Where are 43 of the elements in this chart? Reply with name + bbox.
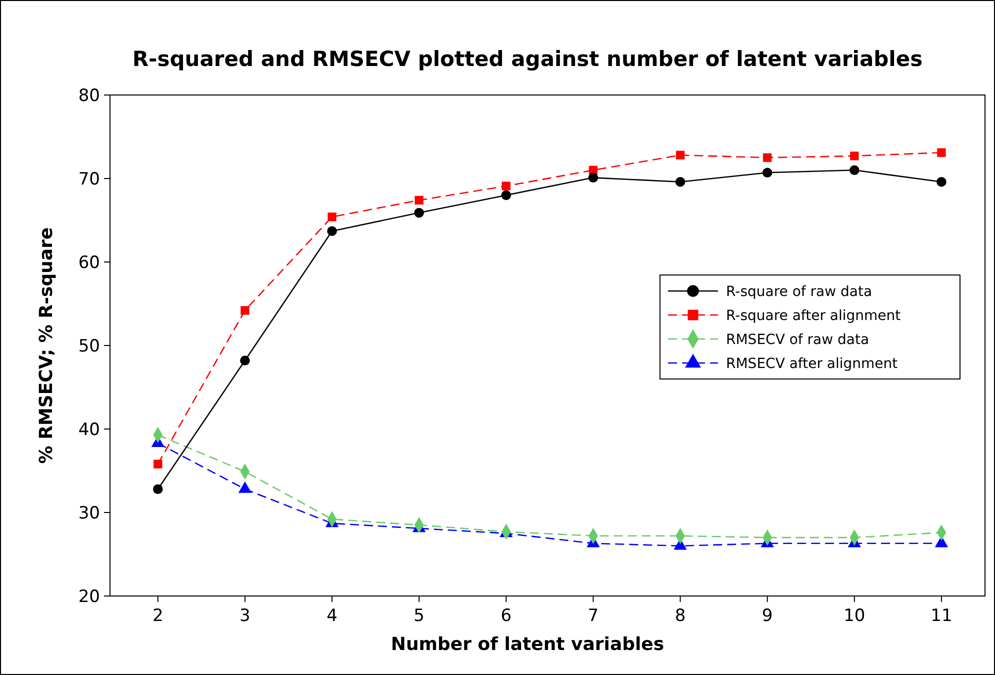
point — [240, 356, 250, 366]
point — [414, 196, 424, 205]
x-tick-label: 6 — [500, 606, 512, 626]
point — [588, 172, 598, 183]
point — [240, 306, 250, 315]
x-axis-title: Number of latent variables — [390, 634, 664, 655]
chart-title: R-squared and RMSECV plotted against number of latent variables — [132, 47, 923, 71]
legend-label: R-square of raw data — [726, 284, 872, 300]
point — [675, 176, 686, 187]
point — [154, 460, 162, 468]
point — [327, 226, 337, 236]
x-tick-label: 5 — [414, 606, 424, 626]
legend-label: R-square after alignment — [726, 308, 902, 324]
y-tick-label: 50 — [78, 336, 100, 356]
point — [850, 152, 859, 160]
point — [414, 208, 424, 218]
x-tick-label: 9 — [762, 606, 773, 626]
x-tick-label: 4 — [326, 606, 338, 626]
point — [328, 212, 336, 222]
x-tick-label: 10 — [844, 606, 866, 626]
y-axis-title: % RMSECV; % R-square — [36, 227, 57, 464]
x-tick-label: 7 — [588, 606, 599, 626]
x-tick-label: 2 — [152, 606, 164, 626]
point — [937, 148, 946, 157]
x-tick-label: 11 — [930, 606, 952, 626]
y-tick-label: 80 — [78, 86, 100, 106]
point — [850, 165, 860, 176]
point — [502, 182, 510, 190]
point — [153, 484, 163, 494]
y-tick-label: 60 — [78, 252, 100, 273]
legend-label: RMSECV of raw data — [726, 332, 870, 348]
y-tick-label: 30 — [78, 503, 100, 524]
point — [763, 153, 772, 162]
point — [936, 176, 946, 187]
x-tick-label: 3 — [240, 606, 250, 626]
point — [676, 150, 685, 160]
y-tick-label: 70 — [78, 169, 100, 190]
legend-label: RMSECV after alignment — [726, 356, 898, 372]
point — [501, 190, 512, 200]
point — [762, 168, 772, 178]
y-tick-label: 40 — [78, 420, 100, 440]
x-tick-label: 8 — [674, 606, 686, 626]
y-tick-label: 20 — [78, 586, 100, 607]
